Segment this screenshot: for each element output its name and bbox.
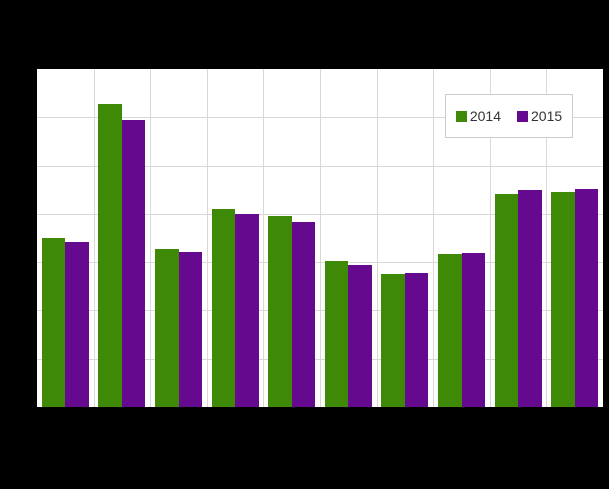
bar-2015-category-7[interactable] (404, 273, 429, 407)
gridline-vertical (320, 69, 321, 407)
legend-label-2014: 2014 (469, 108, 501, 124)
gridline-horizontal (37, 117, 603, 118)
bar-2015-category-1[interactable] (65, 242, 89, 407)
legend-label-2015: 2015 (531, 108, 563, 124)
bar-2014-category-3[interactable] (155, 249, 179, 407)
bar-2015-category-6[interactable] (348, 265, 372, 407)
bar-2015-category-3[interactable] (178, 252, 202, 407)
legend-swatch-2015-icon (517, 110, 528, 122)
bar-2015-category-10[interactable] (574, 189, 599, 407)
gridline-vertical (207, 69, 208, 407)
bar-2015-category-4[interactable] (235, 214, 259, 407)
gridline-vertical (433, 69, 434, 407)
gridline-vertical (150, 69, 151, 407)
gridline-horizontal (37, 262, 603, 263)
gridline-horizontal (37, 214, 603, 215)
gridline-vertical (263, 69, 264, 407)
bar-2014-category-8[interactable] (438, 254, 462, 407)
bar-2014-category-6[interactable] (324, 261, 349, 407)
bar-2014-category-2[interactable] (98, 104, 122, 407)
bar-2015-category-8[interactable] (461, 253, 485, 407)
bar-2015-category-9[interactable] (518, 190, 542, 407)
gridline-vertical (94, 69, 95, 407)
gridline-horizontal (37, 359, 603, 360)
bar-2015-category-5[interactable] (291, 222, 316, 407)
gridline-vertical (377, 69, 378, 407)
legend: 2014 2015 (445, 94, 573, 138)
bar-2014-category-9[interactable] (494, 194, 519, 407)
bar-2014-category-7[interactable] (381, 274, 405, 407)
bar-2014-category-5[interactable] (268, 216, 292, 407)
legend-swatch-2014-icon (455, 110, 467, 122)
bar-2014-category-4[interactable] (211, 209, 236, 407)
gridline-vertical (490, 69, 491, 407)
gridline-vertical (546, 69, 547, 407)
gridline-horizontal (37, 166, 603, 167)
legend-item-2014[interactable]: 2014 (455, 108, 501, 124)
bar-2014-category-10[interactable] (551, 192, 575, 407)
legend-item-2015[interactable]: 2015 (517, 109, 562, 123)
gridline-horizontal (37, 310, 603, 311)
bar-2015-category-2[interactable] (121, 120, 146, 407)
bar-2014-category-1[interactable] (41, 238, 66, 407)
